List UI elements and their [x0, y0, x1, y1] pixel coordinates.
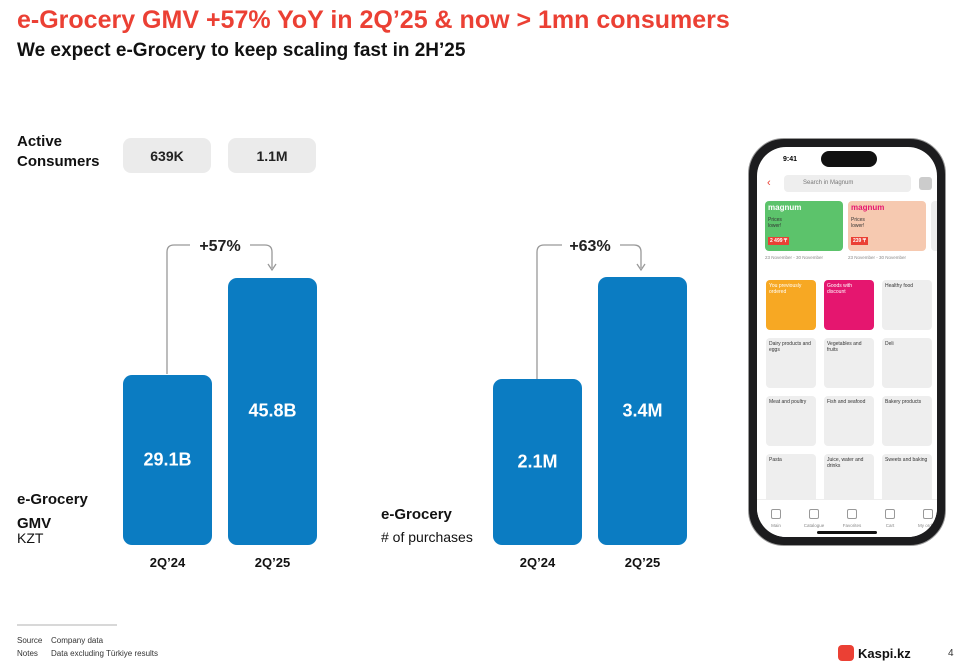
category-tile[interactable]: Dairy products and eggs	[766, 338, 816, 388]
chart-title: e-Grocery GMV	[17, 491, 88, 532]
phone: 9:41 ‹ Search in Magnum magnum Prices low…	[748, 138, 946, 546]
category-tile[interactable]: Goods with discount	[824, 280, 874, 330]
category-tile[interactable]: Bakery products	[882, 396, 932, 446]
chart-subtitle: KZT	[17, 530, 44, 546]
chart-subtitle: # of purchases	[381, 529, 473, 545]
back-arrow[interactable]: ‹	[767, 177, 771, 189]
consumers-label: Active Consumers	[17, 133, 100, 170]
nav-label[interactable]: Favorites	[842, 523, 862, 528]
category-tile[interactable]: Vegetables and fruits	[824, 338, 874, 388]
promo-text: Prices lower!	[851, 217, 865, 229]
search-placeholder: Search in Magnum	[803, 180, 854, 186]
nav-icon[interactable]	[923, 509, 933, 519]
promo-dates: 23 November - 30 November	[765, 255, 824, 260]
value-label: 29.1B	[143, 449, 192, 470]
source: Company data	[51, 636, 104, 645]
category-tile[interactable]: Pasta	[766, 454, 816, 504]
category-tile[interactable]: Healthy food	[882, 280, 932, 330]
category-tile[interactable]: Sweets and baking	[882, 454, 932, 504]
nav-label[interactable]: Cart	[885, 523, 895, 528]
brand: Kaspi.kz	[858, 646, 911, 661]
nav-label[interactable]: Main	[771, 523, 781, 528]
brand-logo	[838, 645, 854, 661]
growth-annotation: +57%	[199, 238, 241, 255]
nav-label[interactable]: My orders	[917, 523, 937, 528]
value-label: 2.1M	[517, 451, 558, 472]
x-tick-label: 2Q’25	[254, 555, 291, 570]
bar	[123, 375, 212, 545]
consumers-pill: 1.1M	[228, 138, 316, 173]
value-label: 3.4M	[622, 400, 663, 421]
x-tick-label: 2Q’24	[149, 555, 186, 570]
promo-brand: magnum	[768, 203, 802, 212]
growth-annotation: +63%	[569, 238, 611, 255]
x-tick-label: 2Q’25	[624, 555, 661, 570]
category-tile[interactable]: Meat and poultry	[766, 396, 816, 446]
bar	[598, 276, 687, 545]
search-box[interactable]	[784, 175, 911, 192]
promo-text: Prices lower!	[768, 217, 782, 229]
subtitle: We expect e-Grocery to keep scaling fast…	[17, 40, 466, 61]
page-number: 4	[948, 648, 954, 659]
category-tile[interactable]: Deli	[882, 338, 932, 388]
nav-icon[interactable]	[847, 509, 857, 519]
consumers-pill: 639K	[123, 138, 211, 173]
nav-icon[interactable]	[771, 509, 781, 519]
promo-dates: 23 November - 30 November	[848, 255, 907, 260]
phone-screen: 9:41 ‹ Search in Magnum magnum Prices low…	[757, 147, 937, 537]
promo-price: 2 499 ₸	[768, 237, 790, 245]
title: e-Grocery GMV +57% YoY in 2Q’25 & now > …	[17, 6, 730, 34]
clear-button[interactable]	[919, 177, 932, 190]
promo-card	[931, 201, 937, 251]
category-tile[interactable]: You previously ordered	[766, 280, 816, 330]
promo-price: 239 ₸	[851, 237, 868, 245]
notes-label: Notes	[17, 649, 38, 658]
notes: Data excluding Türkiye results	[51, 649, 159, 658]
chart-title: e-Grocery	[381, 506, 452, 523]
category-tile[interactable]: Juice, water and drinks	[824, 454, 874, 504]
nav-icon[interactable]	[809, 509, 819, 519]
nav-label[interactable]: Catalogue	[803, 523, 825, 528]
promo-brand: magnum	[851, 203, 885, 212]
category-tile[interactable]: Fish and seafood	[824, 396, 874, 446]
bar	[228, 277, 317, 545]
value-label: 45.8B	[248, 400, 297, 421]
nav-icon[interactable]	[885, 509, 895, 519]
x-tick-label: 2Q’24	[519, 555, 556, 570]
status-time: 9:41	[783, 156, 798, 163]
home-indicator	[817, 531, 877, 534]
dynamic-island	[821, 151, 877, 167]
bar	[493, 379, 582, 545]
source-label: Source	[17, 636, 43, 645]
